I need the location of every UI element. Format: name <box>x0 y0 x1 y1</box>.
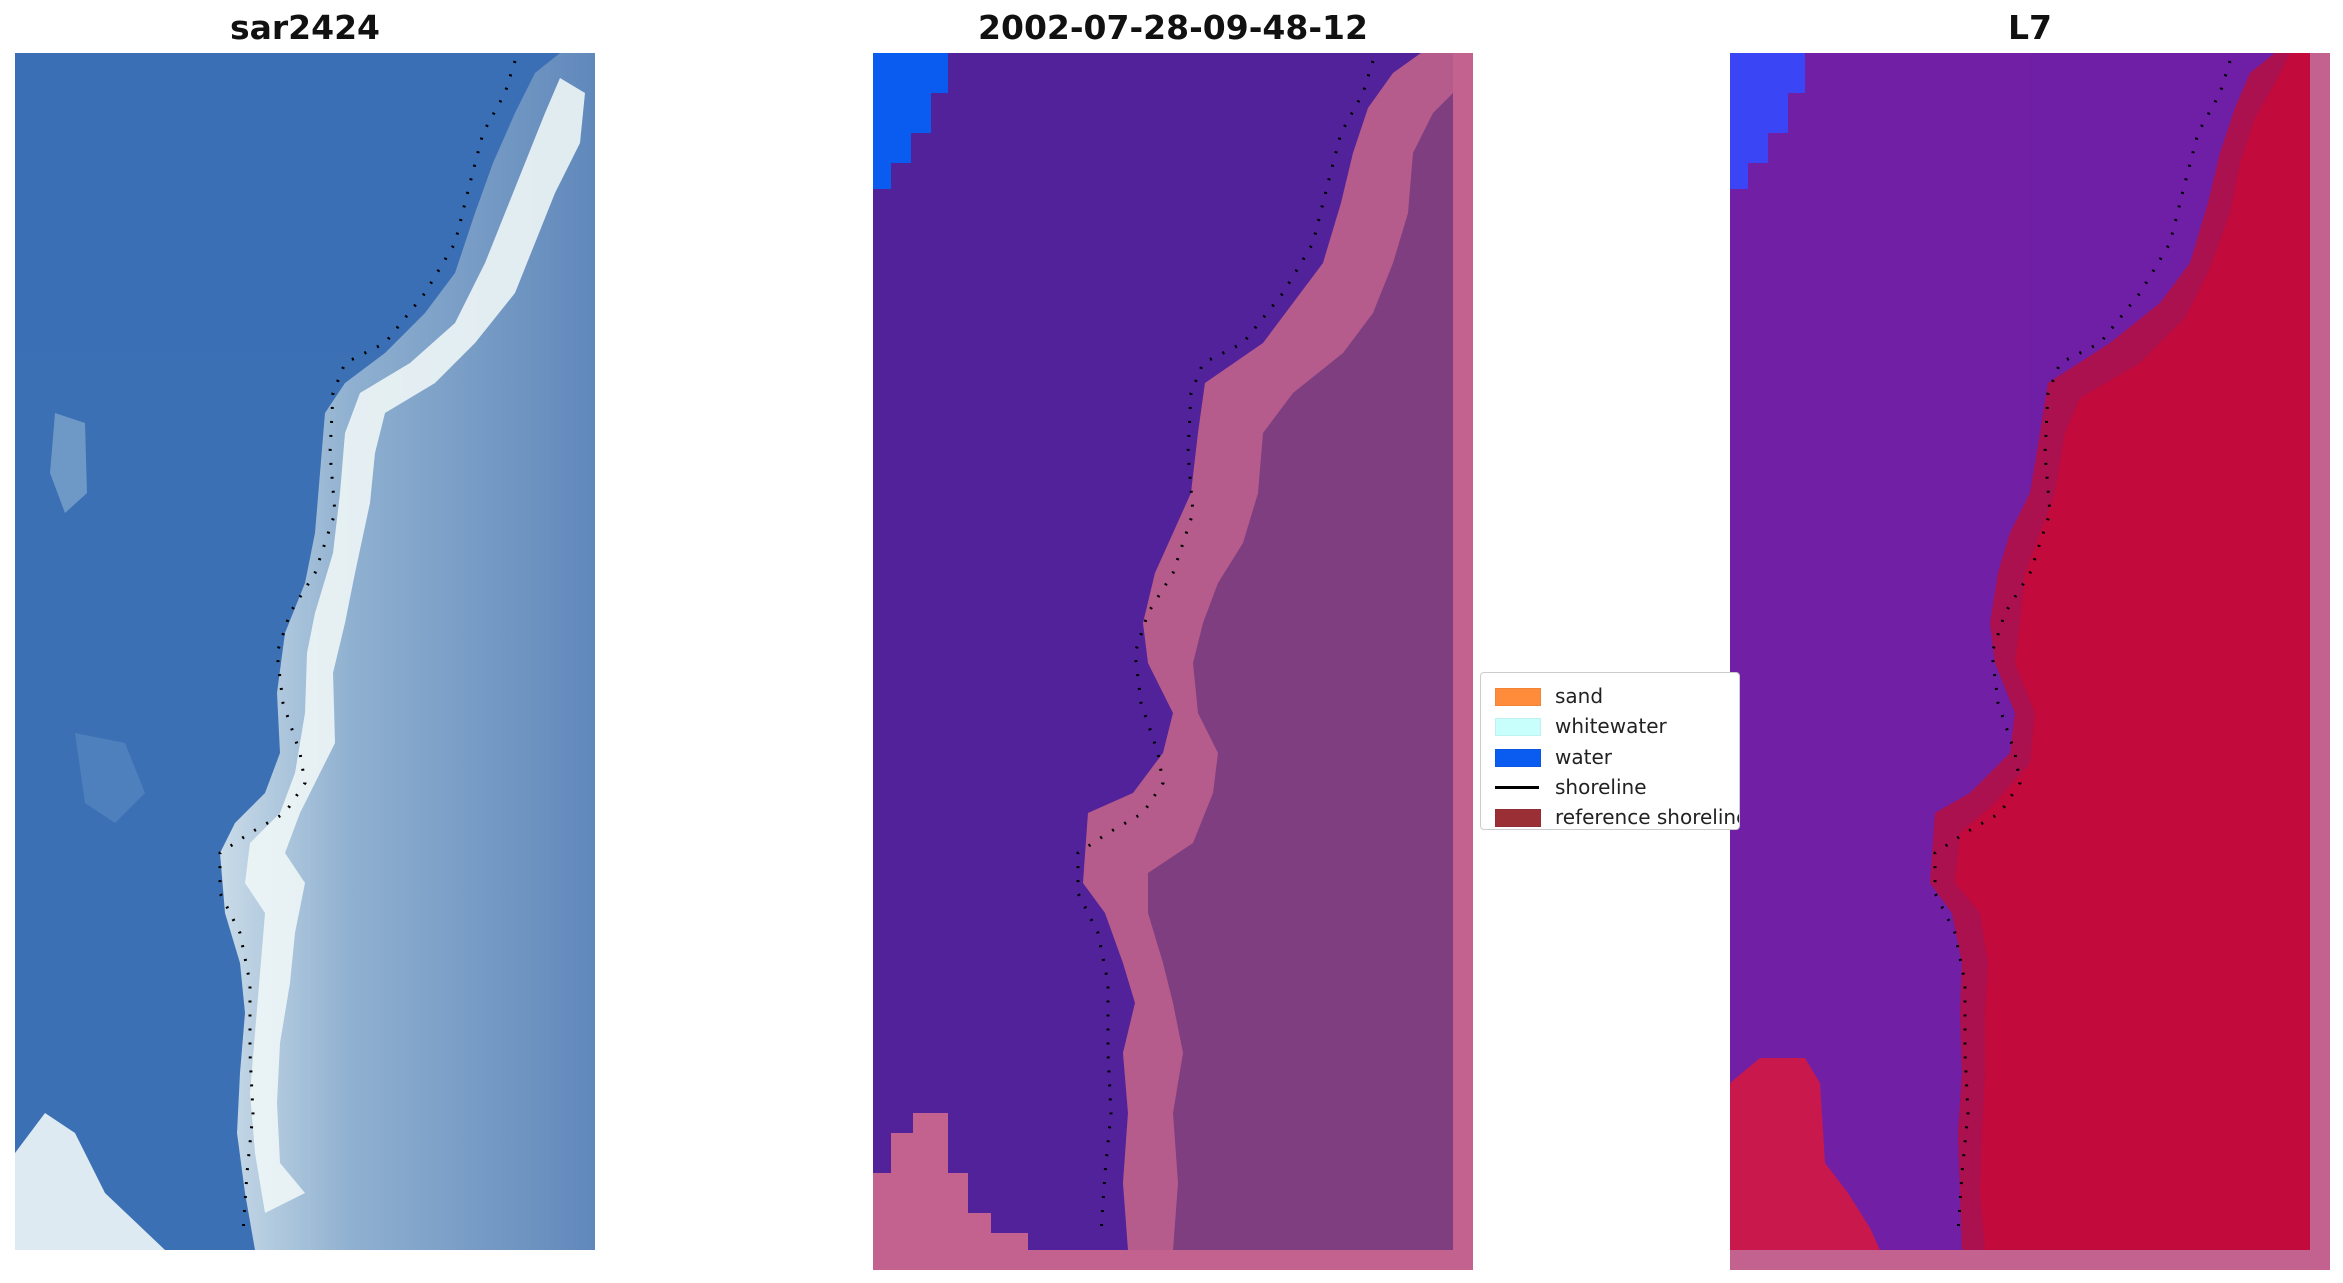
panel-title-classification: 2002-07-28-09-48-12 <box>978 8 1368 47</box>
legend-entry-shoreline: shoreline <box>1489 774 1739 800</box>
mndwi-blue <box>1730 53 1805 189</box>
class-land <box>1083 53 1453 1250</box>
sand-swatch <box>1495 688 1541 706</box>
panel-title-rgb: sar2424 <box>229 8 381 47</box>
class-beach <box>1083 53 1453 1250</box>
classification-image <box>873 53 1473 1270</box>
whitewater-swatch <box>1495 718 1541 736</box>
rgb-image-panel <box>15 53 595 1250</box>
rgb-land <box>220 53 595 1250</box>
legend-entry-whitewater: whitewater <box>1489 713 1739 739</box>
water-swatch <box>1495 749 1541 767</box>
shoreline-line-icon <box>1495 786 1539 789</box>
mndwi-panel <box>1730 53 2330 1270</box>
legend-label-shoreline: shoreline <box>1555 775 1647 799</box>
mndwi-image <box>1730 53 2330 1270</box>
panel-title-mndwi: L7 <box>2008 8 2052 47</box>
reference-shoreline-swatch <box>1495 809 1541 827</box>
class-water-blue <box>873 53 948 189</box>
legend-label-reference-shoreline: reference shoreline <box>1555 805 1740 829</box>
legend-entry-water: water <box>1489 744 1739 770</box>
rgb-surf <box>245 78 585 1213</box>
legend-entry-reference-shoreline: reference shoreline <box>1489 804 1740 829</box>
legend: sand whitewater water shoreline referenc… <box>1480 672 1740 830</box>
legend-label-whitewater: whitewater <box>1555 714 1667 738</box>
legend-label-sand: sand <box>1555 684 1604 708</box>
classification-panel <box>873 53 1473 1270</box>
mndwi-land <box>1930 53 2310 1250</box>
legend-entry-sand: sand <box>1489 683 1739 709</box>
rgb-image <box>15 53 595 1250</box>
legend-label-water: water <box>1555 745 1612 769</box>
